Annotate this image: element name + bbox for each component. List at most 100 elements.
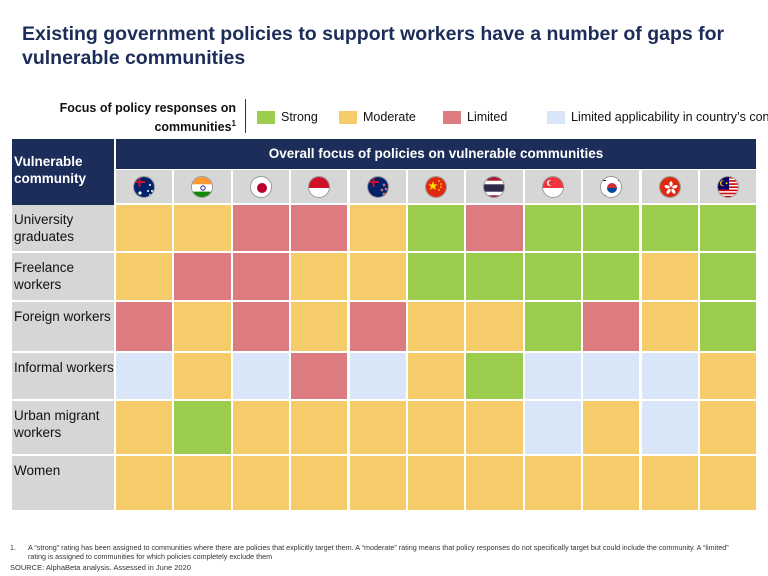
heatmap-cell bbox=[349, 401, 406, 454]
footnote-number: 1. bbox=[10, 543, 16, 552]
heatmap-cell bbox=[700, 401, 757, 454]
heatmap-cell bbox=[524, 205, 581, 251]
legend-label: Strong bbox=[281, 110, 318, 124]
heatmap-cell bbox=[232, 253, 289, 300]
heatmap-cell bbox=[349, 205, 406, 251]
indonesia-flag-icon bbox=[308, 175, 331, 198]
page-title: Existing government policies to support … bbox=[22, 23, 725, 69]
heatmap-cell bbox=[291, 302, 348, 351]
heatmap-cell bbox=[291, 401, 348, 454]
heatmap-cell bbox=[524, 401, 581, 454]
heatmap-cell bbox=[232, 456, 289, 510]
heatmap-cell bbox=[174, 302, 231, 351]
legend-swatch bbox=[547, 111, 565, 124]
heatmap-cell bbox=[466, 302, 523, 351]
heatmap-cell bbox=[349, 456, 406, 510]
heatmap-cell bbox=[408, 401, 465, 454]
heatmap-cell bbox=[291, 353, 348, 399]
heatmap-cell bbox=[466, 253, 523, 300]
legend-divider bbox=[245, 99, 246, 133]
heatmap-cell bbox=[641, 253, 698, 300]
malaysia-flag-icon bbox=[717, 175, 740, 198]
japan-flag-icon bbox=[249, 175, 272, 198]
heatmap-cell bbox=[700, 353, 757, 399]
legend-title: Focus of policy responses on communities… bbox=[40, 101, 236, 135]
heatmap-cell bbox=[700, 302, 757, 351]
heatmap-cell bbox=[700, 456, 757, 510]
column-flag-cell bbox=[524, 170, 581, 203]
row-label: Foreign workers bbox=[12, 302, 114, 351]
footnote-text: A “strong” rating has been assigned to c… bbox=[28, 543, 729, 561]
heatmap-cell bbox=[641, 401, 698, 454]
column-flag-cell bbox=[116, 170, 173, 203]
row-label: Women bbox=[12, 456, 114, 510]
south-korea-flag-icon bbox=[600, 175, 623, 198]
heatmap-cell bbox=[583, 302, 640, 351]
column-flag-cell bbox=[466, 170, 523, 203]
column-flag-cell bbox=[700, 170, 757, 203]
column-flag-cell bbox=[174, 170, 231, 203]
heatmap-cell bbox=[641, 205, 698, 251]
heatmap-cell bbox=[174, 253, 231, 300]
heatmap-cell bbox=[408, 205, 465, 251]
thailand-flag-icon bbox=[483, 175, 506, 198]
legend-swatch bbox=[257, 111, 275, 124]
column-flag-cell bbox=[408, 170, 465, 203]
australia-flag-icon bbox=[133, 175, 156, 198]
heatmap-cell bbox=[232, 401, 289, 454]
heatmap-cell bbox=[174, 401, 231, 454]
heatmap-cell bbox=[349, 353, 406, 399]
legend-label: Limited applicability in country’s conte… bbox=[571, 110, 768, 124]
legend-label: Limited bbox=[467, 110, 508, 124]
heatmap-cell bbox=[408, 253, 465, 300]
row-label: Urban migrant workers bbox=[12, 401, 114, 454]
heatmap-cell bbox=[116, 253, 173, 300]
column-flag-cell bbox=[583, 170, 640, 203]
row-header: Vulnerable community bbox=[12, 139, 114, 205]
heatmap-cell bbox=[641, 302, 698, 351]
heatmap-cell bbox=[116, 456, 173, 510]
heatmap-cell bbox=[232, 353, 289, 399]
heatmap-cell bbox=[524, 456, 581, 510]
legend-label: Moderate bbox=[363, 110, 416, 124]
heatmap-cell bbox=[232, 302, 289, 351]
heatmap-cell bbox=[524, 253, 581, 300]
heatmap-cell bbox=[583, 353, 640, 399]
column-flag-cell bbox=[232, 170, 289, 203]
china-flag-icon bbox=[425, 175, 448, 198]
heatmap-cell bbox=[291, 205, 348, 251]
heatmap-cell bbox=[466, 205, 523, 251]
heatmap-cell bbox=[583, 205, 640, 251]
heatmap-cell bbox=[349, 253, 406, 300]
heatmap-cell bbox=[466, 456, 523, 510]
heatmap-cell bbox=[116, 302, 173, 351]
column-flag-cell bbox=[291, 170, 348, 203]
legend-title-text: Focus of policy responses on communities bbox=[59, 101, 236, 135]
heatmap-cell bbox=[583, 456, 640, 510]
source-note: SOURCE: AlphaBeta analysis. Assessed in … bbox=[10, 563, 191, 572]
india-flag-icon bbox=[191, 175, 214, 198]
heatmap-cell bbox=[408, 302, 465, 351]
heatmap-cell bbox=[524, 353, 581, 399]
heatmap-cell bbox=[174, 456, 231, 510]
heatmap-cell bbox=[524, 302, 581, 351]
row-label: Informal workers bbox=[12, 353, 114, 399]
heatmap-cell bbox=[583, 401, 640, 454]
row-label: University graduates bbox=[12, 205, 114, 251]
heatmap-cell bbox=[291, 253, 348, 300]
heatmap-cell bbox=[174, 205, 231, 251]
heatmap-cell bbox=[408, 353, 465, 399]
heatmap-cell bbox=[700, 253, 757, 300]
heatmap-cell bbox=[466, 353, 523, 399]
heatmap-cell bbox=[408, 456, 465, 510]
new-zealand-flag-icon bbox=[366, 175, 389, 198]
heatmap-cell bbox=[641, 456, 698, 510]
heatmap-cell bbox=[583, 253, 640, 300]
heatmap-cell bbox=[116, 401, 173, 454]
heatmap-cell bbox=[466, 401, 523, 454]
singapore-flag-icon bbox=[541, 175, 564, 198]
heatmap-cell bbox=[349, 302, 406, 351]
column-header: Overall focus of policies on vulnerable … bbox=[116, 139, 756, 169]
heatmap-cell bbox=[291, 456, 348, 510]
heatmap-cell bbox=[232, 205, 289, 251]
